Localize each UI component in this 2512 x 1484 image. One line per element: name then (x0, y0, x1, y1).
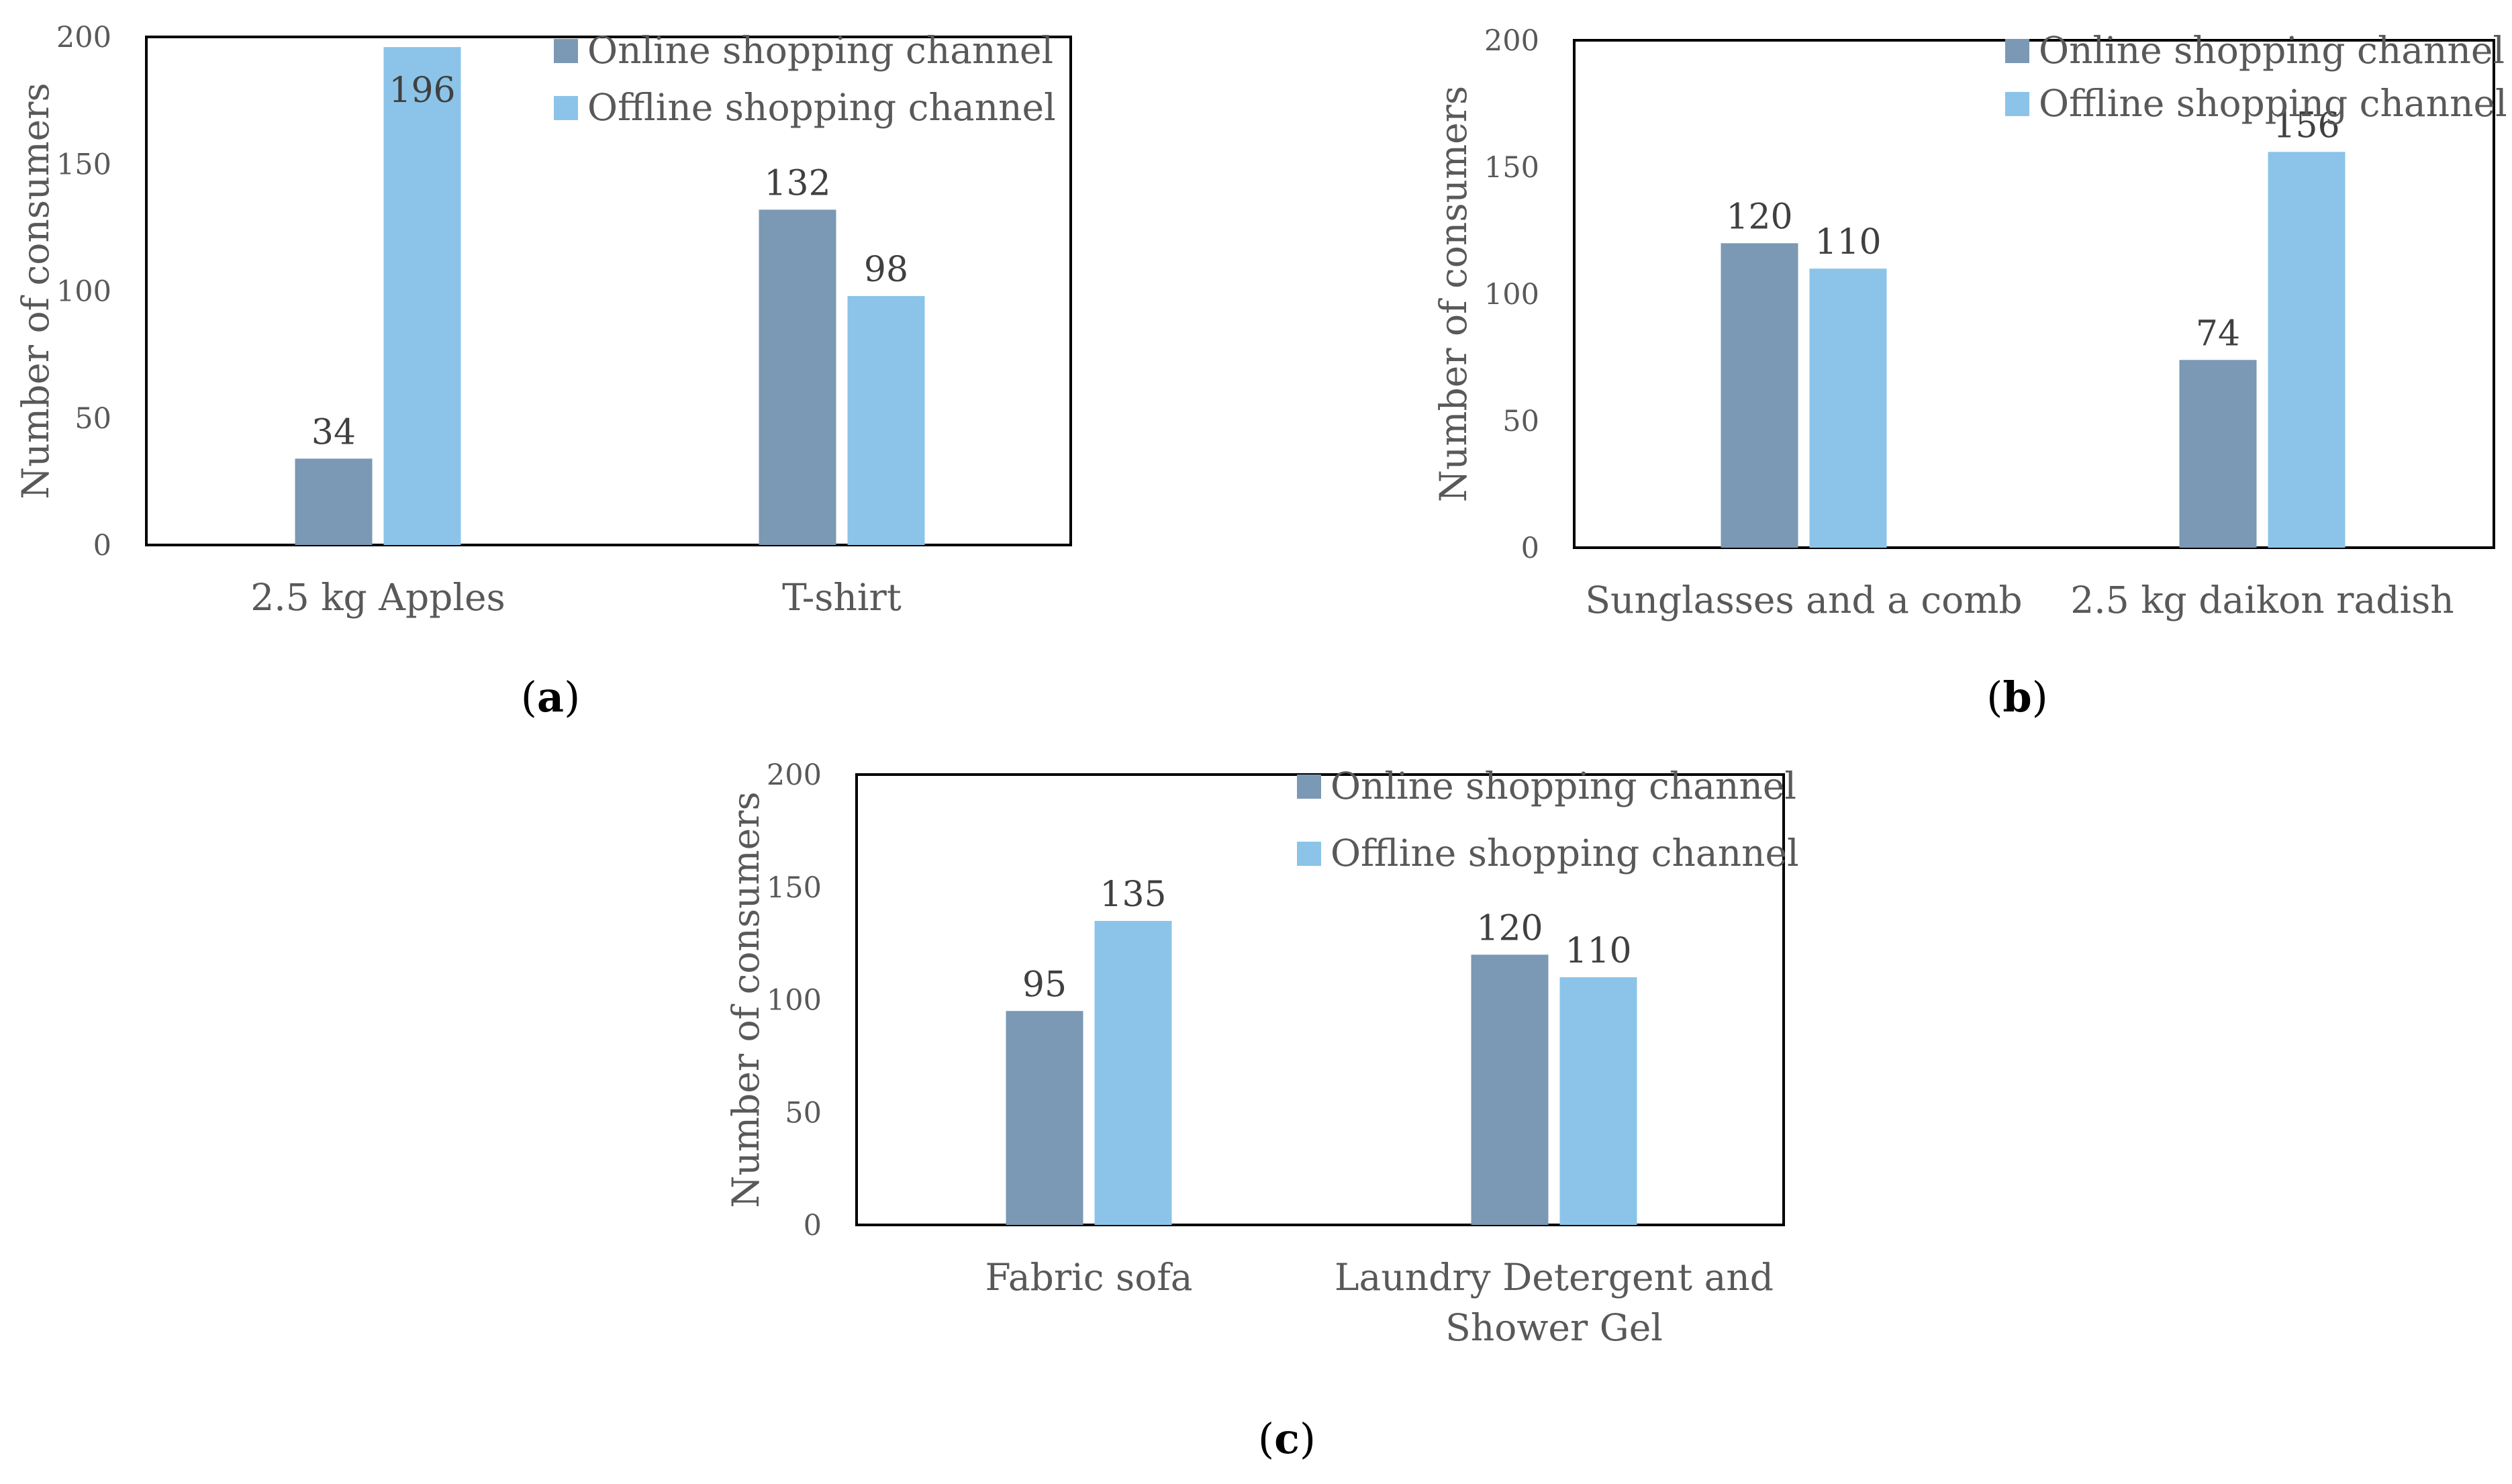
data-label: 120 (1726, 197, 1792, 237)
y-tick-label: 150 (56, 148, 111, 181)
legend-label: Offline shopping channel (587, 86, 1056, 129)
bar-offline-b-0 (1809, 268, 1887, 548)
legend-swatch-offline (1297, 842, 1321, 866)
bar-online-a-1 (759, 209, 836, 545)
y-tick-label: 0 (93, 529, 111, 562)
y-axis-title: Number of consumers (14, 83, 57, 499)
y-tick-label: 100 (1484, 278, 1539, 311)
data-label: 110 (1565, 931, 1631, 971)
y-tick-label: 150 (1484, 151, 1539, 185)
y-tick-label: 0 (804, 1209, 822, 1242)
bar-online-b-1 (2179, 360, 2257, 548)
data-label: 132 (764, 163, 830, 203)
bar-offline-c-0 (1094, 921, 1172, 1225)
category-label: 2.5 kg daikon radish (2070, 579, 2454, 622)
legend-label: Online shopping channel (2039, 29, 2505, 72)
bar-online-c-0 (1006, 1011, 1083, 1225)
legend-swatch-online (554, 39, 578, 63)
y-tick-label: 200 (1484, 24, 1539, 58)
y-tick-label: 200 (767, 758, 822, 792)
bar-online-b-0 (1721, 243, 1798, 548)
chart-panel-a: 0 50 100 150 200 Number of consumers 34 196 2.5 … (14, 21, 1072, 722)
bar-online-a-0 (295, 458, 373, 545)
data-label: 110 (1815, 222, 1881, 262)
bar-offline-a-1 (847, 296, 925, 545)
plot-frame-a (145, 36, 1072, 546)
y-tick-label: 50 (1502, 405, 1539, 438)
bar-offline-b-1 (2268, 152, 2346, 548)
data-label: 95 (1022, 964, 1067, 1005)
y-tick-label: 100 (767, 984, 822, 1018)
plot-frame-b (1573, 39, 2495, 549)
data-label: 156 (2273, 105, 2339, 146)
bar-online-c-1 (1471, 954, 1549, 1225)
legend-label: Online shopping channel (587, 29, 1053, 72)
category-label: 2.5 kg Apples (250, 576, 505, 619)
legend-label: Offline shopping channel (2039, 82, 2507, 125)
bar-offline-c-1 (1559, 977, 1637, 1225)
y-axis-title: Number of consumers (724, 791, 767, 1207)
data-label: 34 (311, 412, 356, 452)
data-label: 135 (1100, 875, 1166, 915)
chart-panel-b: 0 50 100 150 200 Number of consumers 120 110 Sun… (1432, 24, 2507, 722)
y-tick-label: 50 (75, 402, 111, 436)
category-label: Shower Gel (1445, 1306, 1663, 1349)
panel-caption-a: (a) (521, 673, 581, 722)
legend-swatch-online (2005, 39, 2029, 63)
panel-caption-b: (b) (1986, 673, 2048, 722)
legend-swatch-offline (554, 96, 578, 120)
y-tick-label: 100 (56, 275, 111, 309)
category-label: Fabric sofa (985, 1256, 1192, 1299)
legend-swatch-offline (2005, 92, 2029, 116)
category-label: T-shirt (782, 576, 902, 619)
bar-offline-a-0 (383, 47, 461, 545)
y-tick-label: 150 (767, 871, 822, 905)
data-label: 74 (2196, 313, 2240, 354)
data-label: 196 (389, 70, 455, 111)
y-tick-label: 0 (1521, 532, 1539, 565)
legend-label: Offline shopping channel (1331, 832, 1799, 875)
category-label: Sunglasses and a comb (1585, 579, 2022, 622)
y-tick-label: 200 (56, 21, 111, 54)
y-axis-title: Number of consumers (1432, 86, 1475, 502)
data-label: 120 (1476, 908, 1543, 948)
data-label: 98 (864, 250, 908, 290)
panel-caption-c: (c) (1258, 1414, 1316, 1463)
legend-swatch-online (1297, 775, 1321, 799)
legend-label: Online shopping channel (1331, 764, 1796, 807)
y-tick-label: 50 (785, 1096, 822, 1130)
category-label: Laundry Detergent and (1335, 1256, 1774, 1299)
